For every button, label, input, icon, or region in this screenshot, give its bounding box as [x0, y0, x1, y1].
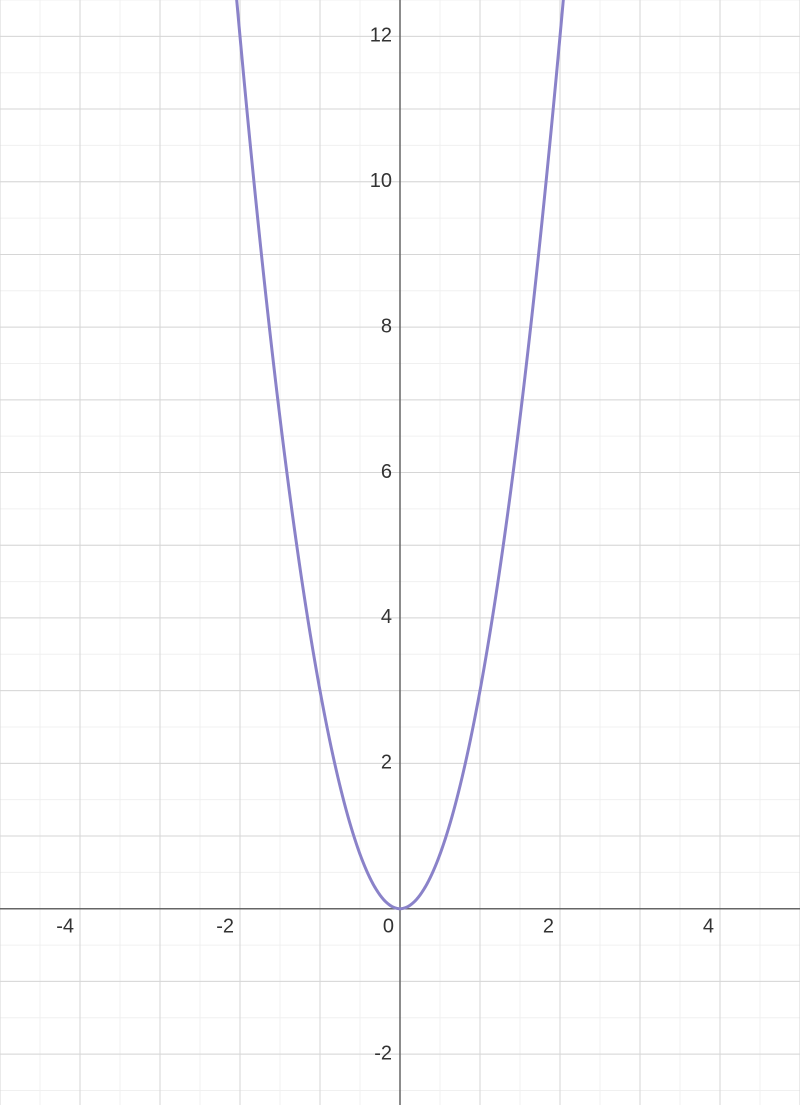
tick-label: -4 — [56, 915, 74, 937]
tick-label: 6 — [381, 461, 392, 483]
tick-label: -2 — [216, 915, 234, 937]
chart-container: -4 -2 0 2 4 -2 2 4 6 8 10 12 — [0, 0, 800, 1105]
tick-label: 2 — [543, 915, 554, 937]
tick-label: 0 — [383, 915, 394, 937]
tick-label: 8 — [381, 315, 392, 337]
tick-label: 12 — [370, 25, 392, 47]
tick-label: 4 — [381, 606, 392, 628]
chart-svg: -4 -2 0 2 4 -2 2 4 6 8 10 12 — [0, 0, 800, 1105]
tick-label: -2 — [374, 1042, 392, 1064]
tick-label: 10 — [370, 170, 392, 192]
tick-label: 2 — [381, 752, 392, 774]
tick-label: 4 — [703, 915, 714, 937]
